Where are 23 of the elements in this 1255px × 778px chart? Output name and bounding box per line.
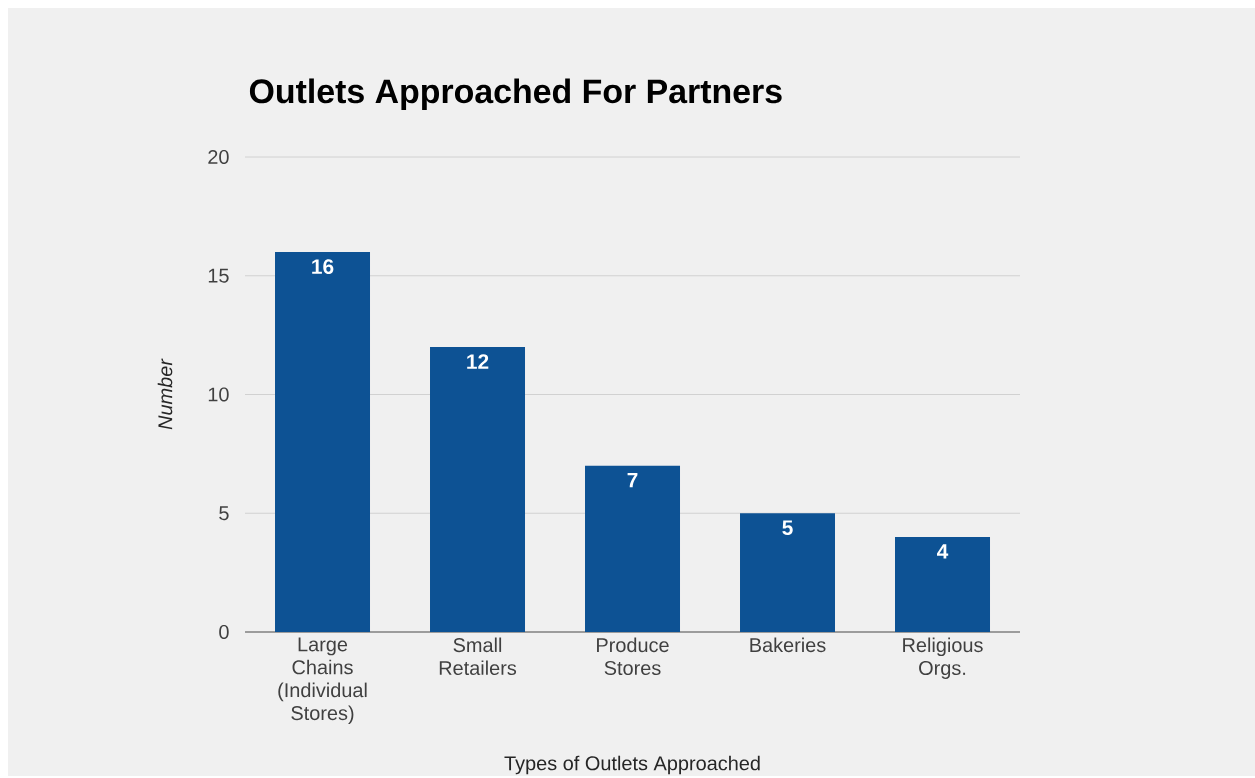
y-tick-label: 0 <box>219 625 229 640</box>
y-tick-label: 20 <box>208 150 229 165</box>
bar <box>895 537 991 633</box>
data-label: 5 <box>782 520 793 536</box>
y-axis-title: Number <box>157 358 173 430</box>
x-tick-label: Produce Stores <box>597 637 669 676</box>
x-tick-label: Small Retailers <box>439 637 517 676</box>
x-tick-label: Bakeries <box>750 637 826 653</box>
data-label: 4 <box>937 544 949 559</box>
chart-title: Outlets Approached For Partners <box>249 78 782 111</box>
bar <box>275 252 371 633</box>
data-label: 12 <box>467 354 489 369</box>
bar <box>740 513 836 633</box>
x-tick-label: Large Chains (Individual Stores) <box>278 637 367 725</box>
y-tick-label: 10 <box>208 387 229 402</box>
x-tick-label: Religious Orgs. <box>903 637 983 680</box>
bar <box>430 347 526 633</box>
bar <box>585 465 681 633</box>
y-tick-label: 15 <box>208 268 229 283</box>
x-axis-title: Types of Outlets Approached <box>504 755 760 775</box>
data-label: 7 <box>627 473 638 488</box>
y-tick-label: 5 <box>219 506 229 521</box>
data-label: 16 <box>312 259 334 275</box>
